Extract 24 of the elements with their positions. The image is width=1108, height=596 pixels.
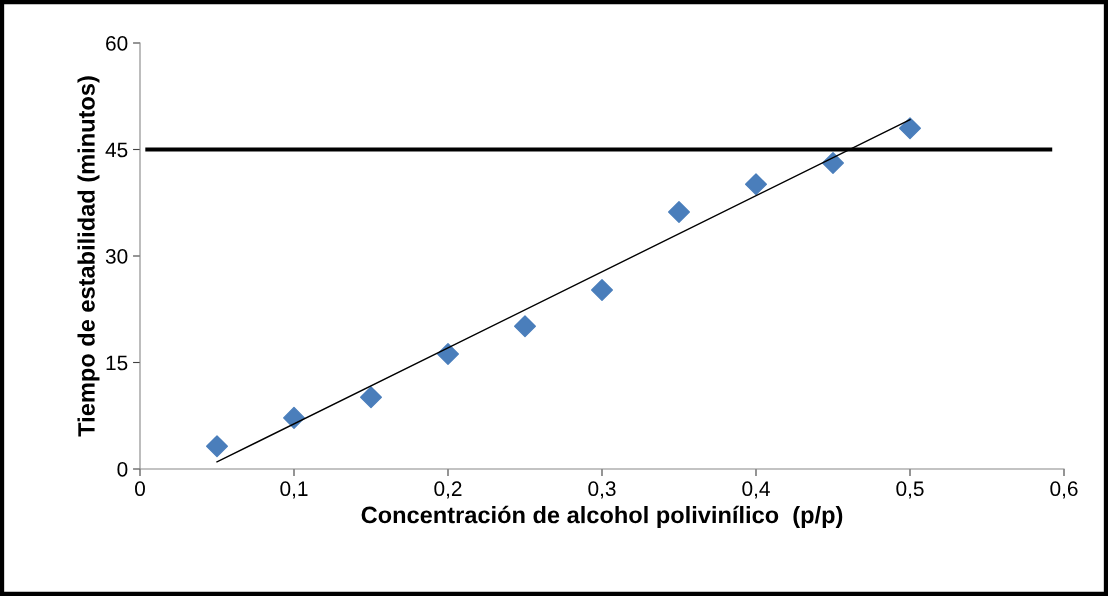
x-axis-title: Concentración de alcohol polivinílico (p/p) (361, 505, 843, 528)
point (822, 151, 844, 174)
x-tick-label: 0,2 (434, 481, 462, 499)
y-tick-label: 45 (105, 142, 128, 158)
x-tick-label: 0,3 (588, 481, 616, 499)
y-tick-label: 60 (106, 36, 128, 51)
x-tick-label: 0,1 (280, 481, 308, 499)
y-tick-label: 0 (117, 462, 128, 477)
x-tick-label: 0 (135, 481, 145, 497)
point (899, 117, 921, 140)
y-tick-label: 30 (105, 249, 128, 264)
x-tick-label: 0,4 (742, 481, 770, 499)
point (437, 342, 459, 365)
point (514, 315, 536, 338)
x-tick-label: 0,5 (896, 481, 924, 499)
point (206, 435, 228, 458)
y-axis-title: Tiempo de estabilidad (minutos) (77, 76, 100, 437)
x-tick-label: 0,6 (1050, 481, 1078, 499)
point (668, 200, 690, 223)
point (591, 279, 613, 302)
point (283, 406, 305, 429)
point (745, 173, 767, 196)
y-tick-label: 15 (106, 355, 128, 371)
point (360, 386, 382, 409)
